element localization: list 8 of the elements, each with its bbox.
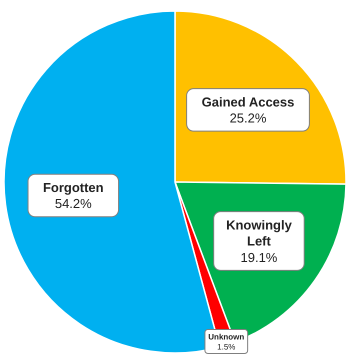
data-label: 25.2% [230,110,267,126]
slice-label: Knowingly Left [226,217,293,249]
slice-label: Forgotten [42,180,104,195]
slice-label: Gained Access [202,94,294,110]
data-label: 19.1% [240,250,278,265]
slice-label: Unknown [208,332,244,342]
data-label: 1.5% [217,342,236,352]
data-label: 54.2% [54,196,92,212]
